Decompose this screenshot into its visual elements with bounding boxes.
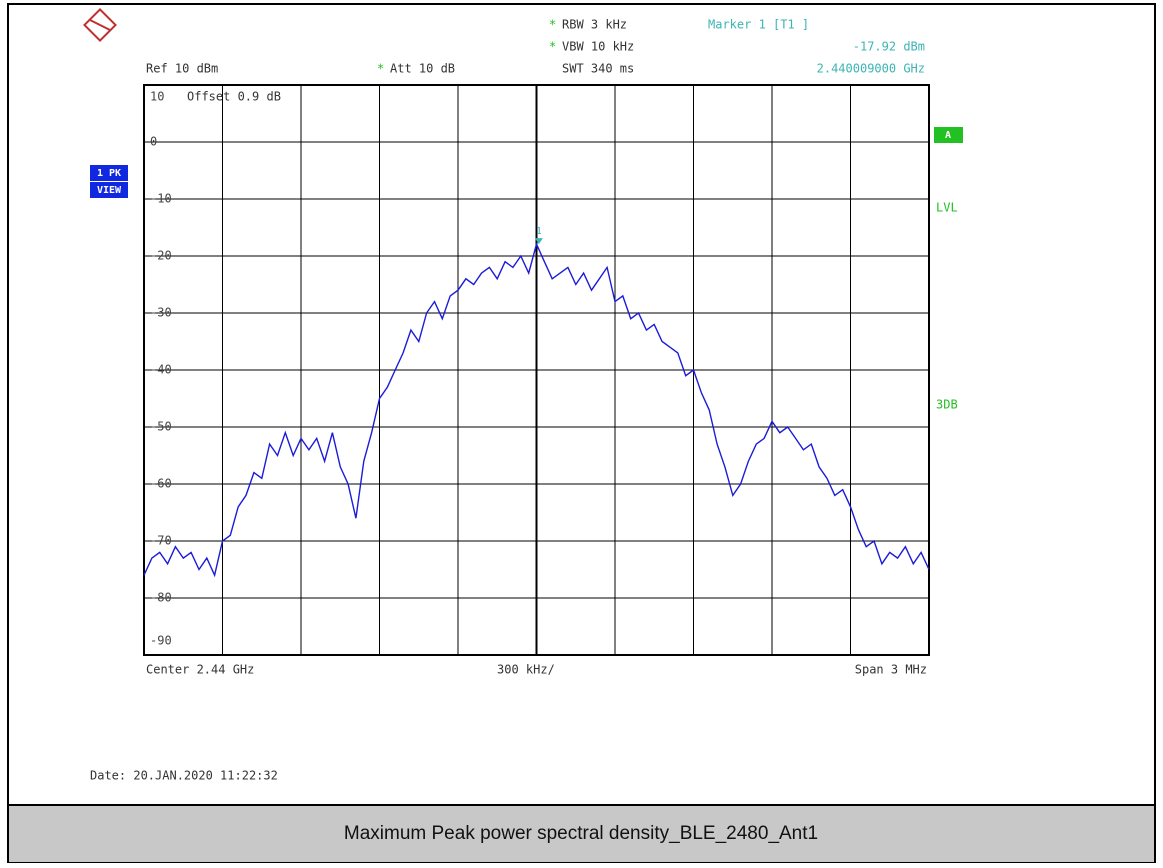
y-tick-label: -20 [150, 249, 172, 263]
annotation: A [945, 130, 951, 141]
plot-frame [143, 84, 930, 656]
annotation: LVL [936, 201, 958, 215]
rs-logo [83, 8, 117, 42]
y-tick-label: 10 [150, 90, 164, 104]
badge [90, 165, 128, 181]
annotation: * [549, 18, 556, 32]
y-tick-label: -90 [150, 634, 172, 648]
annotation: RBW 3 kHz [562, 18, 627, 32]
marker-value: -17.92 dBm [853, 40, 925, 54]
y-tick-label: -70 [150, 534, 172, 548]
annotation: * [377, 62, 384, 76]
badge [934, 127, 963, 143]
y-tick-label: -80 [150, 591, 172, 605]
y-tick-label: -40 [150, 363, 172, 377]
annotation: Ref 10 dBm [146, 62, 218, 76]
annotation: VIEW [97, 185, 122, 196]
annotation: Center 2.44 GHz [146, 663, 254, 677]
y-tick-label: 0 [150, 135, 157, 149]
y-tick-label: -30 [150, 306, 172, 320]
marker-label: 1 [536, 226, 542, 237]
marker [534, 238, 543, 245]
badge [90, 182, 128, 198]
annotation: Span 3 MHz [855, 663, 927, 677]
annotation: SWT 340 ms [562, 62, 634, 76]
annotation: VBW 10 kHz [562, 40, 634, 54]
marker-name: Marker 1 [T1 ] [708, 18, 809, 32]
annotation: 300 kHz/ [497, 663, 555, 677]
annotation: * [549, 40, 556, 54]
y-tick-label: -60 [150, 477, 172, 491]
outer-border [7, 3, 1156, 863]
caption-title: Maximum Peak power spectral density_BLE_… [344, 823, 818, 844]
annotation: Offset 0.9 dB [187, 90, 281, 104]
annotation: 1 PK [97, 168, 121, 179]
annotation: Att 10 dB [390, 62, 455, 76]
y-tick-label: -50 [150, 420, 172, 434]
annotation: 3DB [936, 398, 958, 412]
y-tick-label: -10 [150, 192, 172, 206]
trace [143, 242, 930, 578]
caption-bar [9, 805, 1154, 862]
marker-frequency: 2.440009000 GHz [817, 62, 925, 76]
annotation: Date: 20.JAN.2020 11:22:32 [90, 769, 278, 783]
